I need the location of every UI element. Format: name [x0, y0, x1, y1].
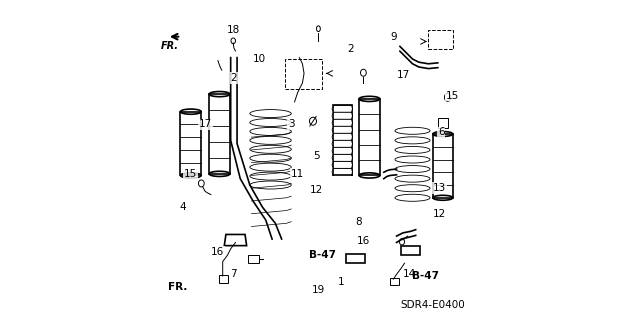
Text: 2: 2: [230, 73, 237, 83]
Text: SDR4-E0400: SDR4-E0400: [401, 300, 466, 310]
Text: B-47: B-47: [309, 250, 336, 260]
Text: 16: 16: [211, 247, 225, 257]
Text: 12: 12: [310, 185, 323, 195]
Text: 4: 4: [179, 202, 186, 212]
Text: 10: 10: [253, 54, 266, 64]
Text: 15: 15: [445, 91, 459, 101]
Text: B-47: B-47: [412, 271, 439, 281]
Text: 5: 5: [314, 151, 320, 161]
Text: 16: 16: [356, 236, 370, 246]
Text: 17: 17: [396, 70, 410, 80]
Text: 1: 1: [337, 277, 344, 287]
Text: 12: 12: [433, 209, 446, 219]
Text: 7: 7: [230, 269, 237, 279]
Bar: [428, 30, 453, 49]
Text: 14: 14: [403, 269, 416, 279]
Text: 6: 6: [438, 127, 445, 137]
Text: 15: 15: [184, 169, 197, 179]
Text: 2: 2: [347, 44, 354, 55]
Text: 3: 3: [288, 119, 294, 130]
Text: 17: 17: [198, 119, 212, 130]
Text: 11: 11: [291, 169, 304, 179]
Text: 8: 8: [355, 217, 362, 227]
Text: FR.: FR.: [168, 282, 188, 292]
Text: 18: 18: [227, 25, 241, 35]
Text: 13: 13: [433, 183, 446, 193]
Text: 9: 9: [390, 32, 397, 42]
Text: FR.: FR.: [161, 41, 179, 51]
Bar: [285, 59, 321, 89]
Text: 19: 19: [312, 285, 325, 295]
